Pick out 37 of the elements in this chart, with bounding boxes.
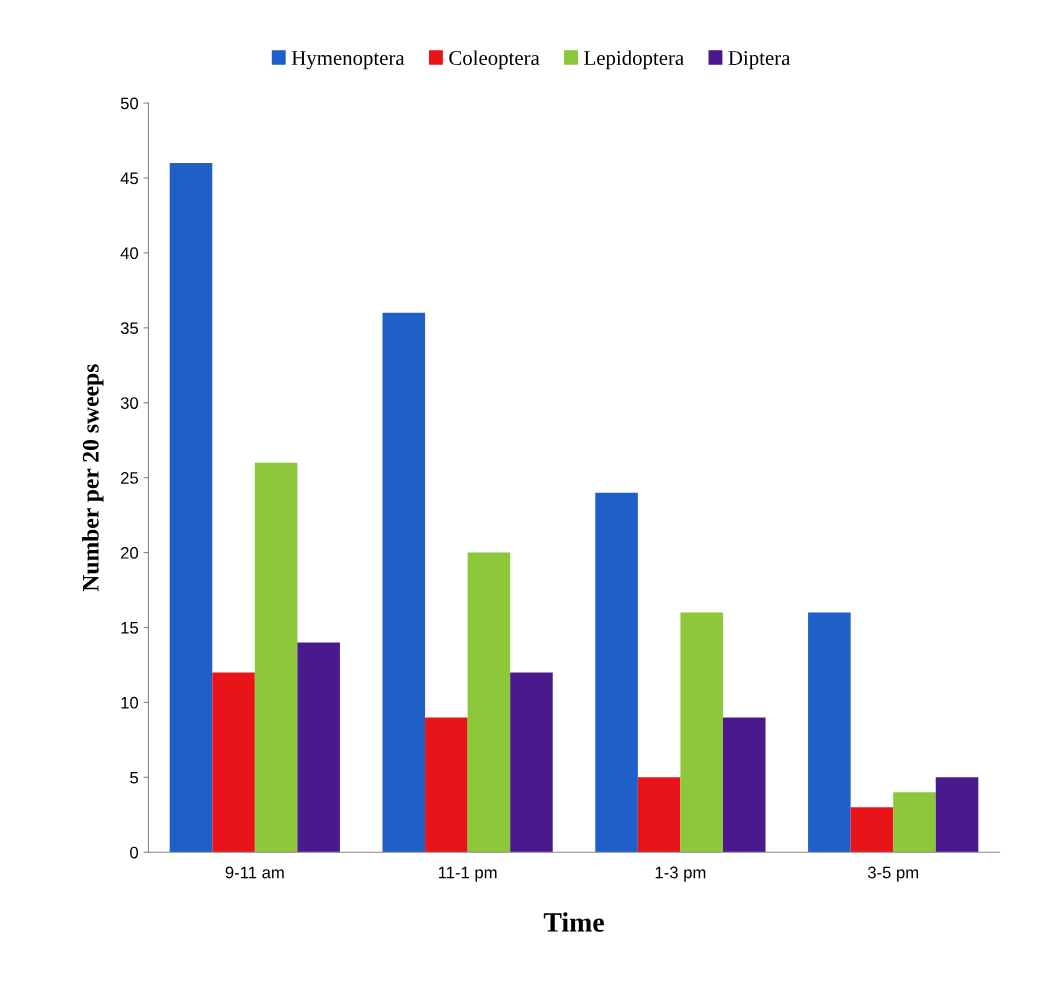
x-tick-label: 1-3 pm [655,866,706,882]
bar [808,612,851,853]
legend-label: Hymenoptera [291,51,405,70]
bar [850,807,894,853]
legend-label: Lepidoptera [584,50,684,70]
y-tick-label: 30 [120,397,139,409]
bar [382,312,426,853]
bar [637,777,681,853]
bar [510,672,553,853]
bar [722,717,766,853]
x-tick-label: 11-1 pm [438,866,497,882]
y-tick-label: 20 [121,546,139,559]
bar [935,777,979,853]
bar [467,552,511,853]
x-tick-label: 3-5 pm [867,866,919,882]
y-tick-label: 35 [120,322,139,335]
bar [595,492,638,853]
bar [893,792,936,853]
y-tick-label: 10 [121,696,139,709]
x-axis-title: Time [543,912,604,932]
bar [425,717,468,853]
y-tick-label: 5 [130,771,139,784]
y-tick-label: 50 [120,97,139,110]
bar [254,462,298,853]
y-tick-label: 0 [130,846,139,859]
y-tick-label: 45 [120,172,139,185]
legend-label: Diptera [728,51,791,70]
legend-label: Coleoptera [449,50,540,70]
bar [680,612,723,853]
y-tick-label: 15 [121,622,139,634]
bar [297,642,340,853]
x-tick-label: 9-11 am [225,866,284,879]
bar [212,672,255,853]
y-tick-label: 40 [120,247,139,260]
y-tick-label: 25 [121,472,139,484]
bar [169,163,213,853]
y-axis-title: Number per 20 sweeps [82,364,104,592]
